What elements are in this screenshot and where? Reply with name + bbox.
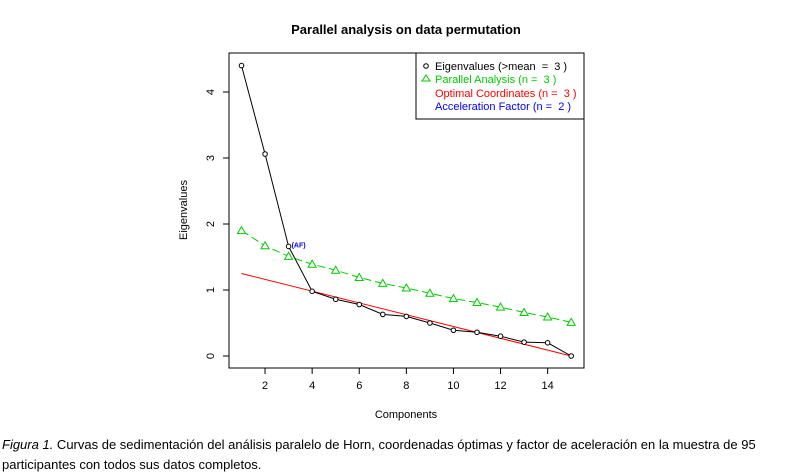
legend-eigenvalues: Eigenvalues (>mean = 3 ) [435,61,567,73]
eigenvalue-point [356,301,363,308]
eigenvalue-point [262,151,268,157]
x-tick-label: 10 [447,380,459,392]
y-tick-label: 1 [205,287,217,293]
legend-circle-icon [423,63,429,69]
eigenvalue-point [403,313,410,320]
x-tick-label: 14 [542,380,554,392]
y-tick-label: 4 [205,89,217,95]
eigenvalue-point [380,311,386,318]
parallel-analysis-point [519,307,529,316]
parallel-analysis-point [448,293,459,303]
x-tick-label: 8 [403,380,409,392]
parallel-analysis-point [354,272,365,281]
parallel-analysis-point [566,317,577,326]
legend: Eigenvalues (>mean = 3 ) Parallel Analys… [415,52,585,120]
x-axis-label: Components [375,409,438,421]
eigenvalue-point [332,296,339,303]
eigenvalue-point [568,353,575,359]
figure-caption: Figura 1. Curvas de sedimentación del an… [2,435,788,475]
legend-optimal: Optimal Coordinates (n = 3 ) [435,88,577,100]
parallel-analysis-point [401,283,412,292]
x-tick-label: 6 [356,380,362,392]
caption-label: Figura 1. [2,437,54,452]
eigenvalue-point [497,333,504,340]
y-tick-label: 0 [205,353,217,359]
eigenvalue-point [427,320,433,326]
parallel-analysis-point [425,288,435,297]
legend-acceleration: Acceleration Factor (n = 2 ) [435,101,571,113]
eigenvalue-point [544,340,551,346]
x-tick-label: 2 [262,380,268,392]
parallel-analysis-point [330,265,341,274]
y-tick-label: 2 [205,221,217,227]
acceleration-factor-annotation: (AF) [292,242,306,249]
legend-parallel: Parallel Analysis (n = 3 ) [435,74,556,86]
eigenvalue-point [450,327,457,334]
y-axis-label: Eigenvalues [178,180,190,240]
parallel-analysis-point [236,225,247,235]
parallel-analysis-point [260,240,270,250]
parallel-analysis-point [377,278,388,287]
parallel-analysis-point [542,312,553,321]
eigenvalue-point [521,339,527,345]
caption-text: Curvas de sedimentación del análisis par… [2,437,756,472]
parallel-analysis-point [495,302,506,311]
legend-triangle-icon [421,74,431,82]
eigenvalue-point [474,329,480,336]
eigenvalue-point [285,243,292,250]
y-tick-label: 3 [205,155,217,161]
eigenvalue-point [309,288,315,295]
parallel-analysis-point [283,251,294,260]
eigenvalue-point [238,62,245,69]
x-tick-label: 12 [494,380,506,392]
x-tick-label: 4 [309,380,315,392]
chart-title: Parallel analysis on data permutation [291,22,521,37]
parallel-analysis-point [307,259,318,268]
parallel-analysis-point [472,297,482,307]
